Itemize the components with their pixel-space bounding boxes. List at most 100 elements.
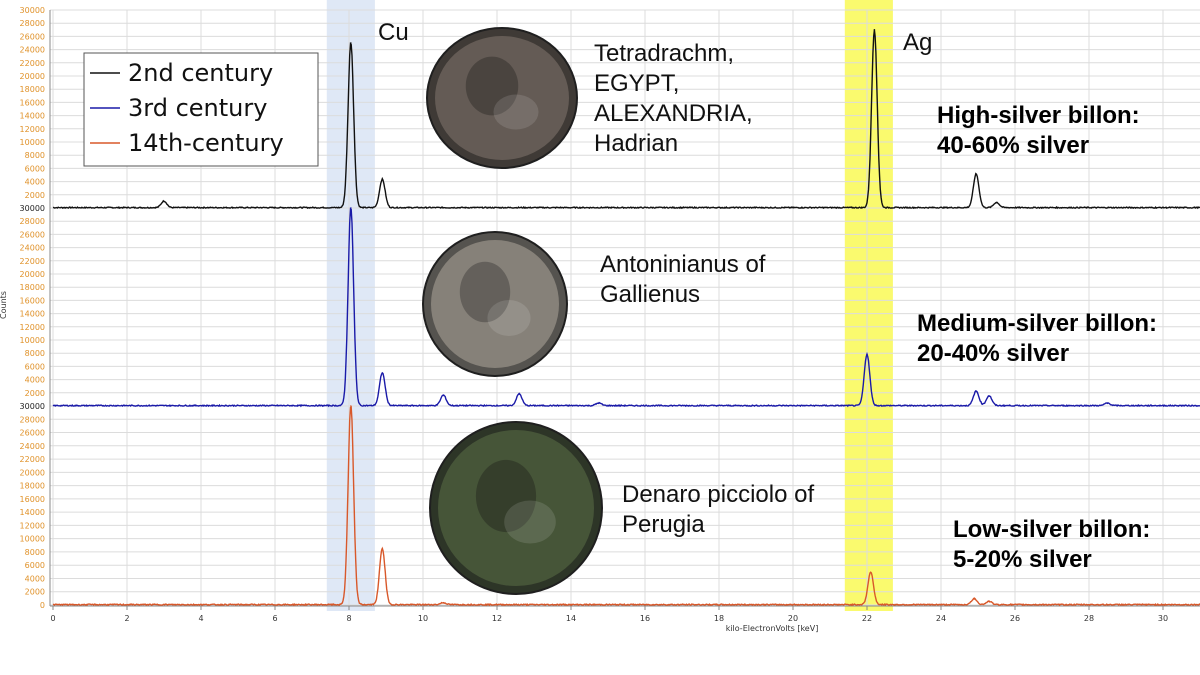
legend-box — [83, 52, 319, 167]
y-tick-label: 10000 — [20, 138, 45, 147]
y-tick-label: 22000 — [20, 59, 45, 68]
peak-point — [381, 178, 384, 181]
y-tick-label: 14000 — [20, 310, 45, 319]
y-tick-label: 12000 — [20, 125, 45, 134]
band-ag — [844, 0, 893, 611]
peak-point — [995, 201, 998, 204]
y-tick-label: 8000 — [25, 151, 45, 160]
x-tick-label: 2 — [124, 614, 129, 623]
x-axis-label: kilo-ElectronVolts [keV] — [726, 624, 819, 633]
y-tick-label: 8000 — [25, 548, 45, 557]
peak-point — [381, 547, 384, 550]
silver-grade-1: High-silver billon: 40-60% silver — [937, 102, 1140, 159]
y-tick-label: 30000 — [20, 6, 45, 15]
peak-point — [350, 207, 352, 209]
silver-grade-2: Medium-silver billon: 20-40% silver — [917, 310, 1158, 367]
x-tick-label: 12 — [492, 614, 502, 623]
peak-point — [163, 200, 165, 203]
x-tick-label: 28 — [1084, 614, 1094, 623]
y-tick-label: 10000 — [20, 535, 45, 544]
peak-point — [988, 395, 990, 397]
silver-grade-3: Low-silver billon: 5-20% silver — [953, 516, 1151, 573]
y-tick-label: 10000 — [20, 336, 45, 345]
coin-name-2: Antoninianus of Gallienus — [600, 251, 766, 308]
y-tick-label: 26000 — [20, 230, 45, 239]
y-tick-label: 14000 — [20, 508, 45, 517]
y-tick-label: 22000 — [20, 257, 45, 266]
peak-point — [988, 600, 990, 603]
x-tick-label: 30 — [1158, 614, 1168, 623]
x-tick-label: 0 — [50, 614, 55, 623]
y-tick-label: 12000 — [20, 521, 45, 530]
y-tick-label: 30000 — [20, 204, 45, 213]
y-tick-label: 22000 — [20, 455, 45, 464]
y-tick-label: 18000 — [20, 85, 45, 94]
legend-label: 14th-century — [128, 129, 284, 157]
y-tick-label: 28000 — [20, 217, 45, 226]
y-tick-label: 12000 — [20, 323, 45, 332]
x-tick-label: 22 — [862, 614, 872, 623]
peak-point — [975, 390, 977, 393]
y-tick-label: 6000 — [25, 362, 45, 371]
y-tick-label: 6000 — [25, 164, 45, 173]
coin-name-3: Denaro picciolo of Perugia — [622, 481, 815, 538]
y-tick-labels: 2000 4000 6000 8000 10000 12000 14000 16000 1800… — [20, 6, 45, 610]
y-tick-label: 6000 — [25, 561, 45, 570]
y-tick-label: 16000 — [20, 98, 45, 107]
peak-point — [350, 42, 352, 44]
x-tick-label: 26 — [1010, 614, 1020, 623]
band-label-ag: Ag — [903, 29, 932, 56]
x-tick-label: 14 — [566, 614, 576, 623]
peak-point — [597, 402, 600, 405]
coin-antoninianus-image — [422, 231, 568, 377]
x-tick-label: 20 — [788, 614, 798, 623]
coin-name-1: Tetradrachm, EGYPT, ALEXANDRIA, Hadrian — [594, 40, 753, 157]
y-tick-label: 4000 — [25, 178, 45, 187]
y-tick-label: 2000 — [25, 389, 45, 398]
y-tick-label: 18000 — [20, 283, 45, 292]
x-tick-label: 16 — [640, 614, 650, 623]
y-tick-label: 20000 — [20, 468, 45, 477]
highlight-bands — [326, 0, 893, 611]
y-tick-label: 8000 — [25, 349, 45, 358]
text-annotations: Cu Ag — [378, 19, 932, 56]
series-line-3 — [52, 406, 1200, 607]
series-line-2 — [52, 207, 1200, 408]
coin-denaro-image — [429, 421, 603, 595]
y-tick-label: 14000 — [20, 112, 45, 121]
coin-images — [422, 27, 603, 595]
peak-point — [1106, 402, 1109, 405]
x-tick-label: 10 — [418, 614, 428, 623]
y-tick-label: 0 — [40, 601, 45, 610]
band-label-cu: Cu — [378, 19, 409, 46]
coin-tetradrachm-image — [426, 27, 578, 169]
peak-point — [873, 29, 876, 31]
x-tick-labels: 0 2 4 6 8 10 12 14 16 18 20 22 24 26 28 30 — [50, 606, 1168, 623]
spectrum-series — [52, 29, 1200, 607]
y-tick-label: 30000 — [20, 402, 45, 411]
y-tick-label: 18000 — [20, 482, 45, 491]
x-tick-label: 6 — [272, 614, 277, 623]
y-tick-label: 2000 — [25, 588, 45, 597]
y-tick-label: 16000 — [20, 495, 45, 504]
y-tick-label: 24000 — [20, 46, 45, 55]
y-tick-label: 28000 — [20, 19, 45, 28]
y-tick-label: 26000 — [20, 32, 45, 41]
peak-point — [442, 602, 445, 604]
y-tick-label: 16000 — [20, 296, 45, 305]
y-tick-label: 4000 — [25, 376, 45, 385]
y-axis-label: Counts — [0, 291, 8, 319]
peak-point — [973, 598, 976, 600]
y-tick-label: 4000 — [25, 574, 45, 583]
series-line-1 — [52, 29, 1200, 210]
y-tick-label: 24000 — [20, 442, 45, 451]
y-tick-label: 28000 — [20, 415, 45, 424]
peak-point — [350, 405, 352, 407]
y-tick-label: 2000 — [25, 191, 45, 200]
peak-point — [518, 393, 520, 395]
y-tick-label: 20000 — [20, 270, 45, 279]
y-tick-label: 26000 — [20, 429, 45, 438]
x-tick-label: 4 — [198, 614, 203, 623]
legend-label: 2nd century — [128, 59, 273, 87]
